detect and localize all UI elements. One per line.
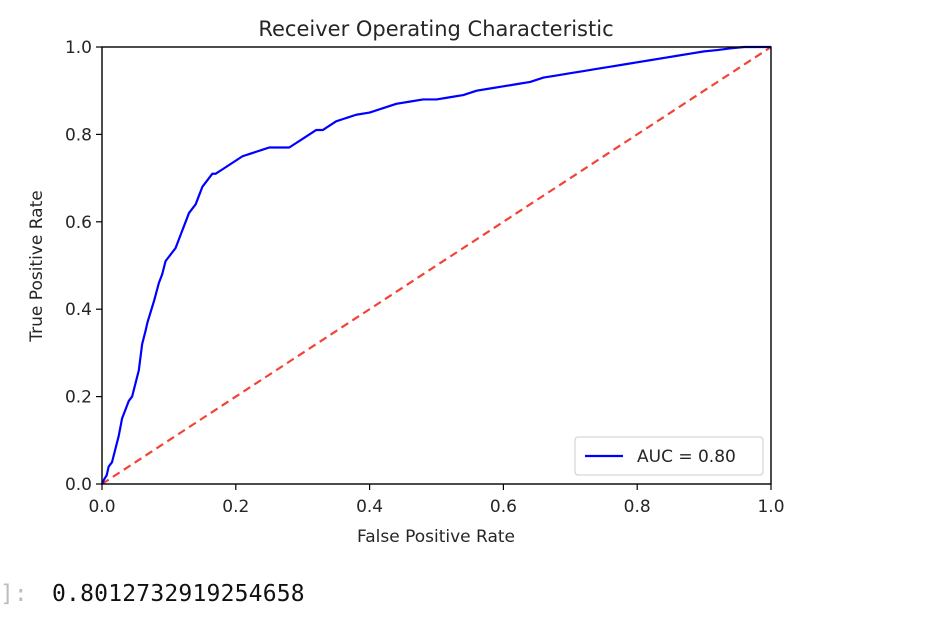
reference-diagonal-line (101, 46, 772, 485)
y-tick-label: 0.6 (65, 213, 92, 233)
y-axis-label: True Positive Rate (27, 190, 47, 342)
output-prompt: ]: (0, 581, 28, 607)
legend-box (574, 436, 764, 476)
y-tick-label: 0.8 (65, 125, 92, 145)
x-tick-label: 0.0 (88, 497, 115, 517)
x-axis-label: False Positive Rate (357, 527, 515, 547)
roc-curve-layer (101, 45, 771, 485)
y-tick-label: 0.0 (65, 475, 92, 495)
x-ticks: 0.0 0.2 0.4 0.6 0.8 1.0 (88, 484, 785, 517)
axes-frame (101, 46, 772, 485)
reference-line-layer (101, 46, 772, 485)
roc-chart: 0.0 0.2 0.4 0.6 0.8 1.0 0.0 0.2 0.4 0.6 0.8 1.0 Re… (27, 17, 785, 547)
x-tick-label: 0.8 (624, 497, 651, 517)
y-ticks: 0.0 0.2 0.4 0.6 0.8 1.0 (65, 38, 102, 495)
x-tick-label: 0.2 (222, 497, 249, 517)
x-tick-label: 0.6 (490, 497, 517, 517)
y-tick-label: 0.4 (65, 300, 92, 320)
chart-title: Receiver Operating Characteristic (258, 17, 613, 41)
legend-label: AUC = 0.80 (637, 447, 736, 467)
output-value: 0.8012732919254658 (52, 581, 305, 607)
y-tick-label: 1.0 (65, 38, 92, 58)
x-tick-label: 0.4 (356, 497, 383, 517)
x-tick-label: 1.0 (757, 497, 784, 517)
roc-curve-line (101, 45, 771, 485)
legend: AUC = 0.80 (574, 436, 764, 476)
y-tick-label: 0.2 (65, 388, 92, 408)
cell-output: ]: 0.8012732919254658 (0, 578, 951, 612)
